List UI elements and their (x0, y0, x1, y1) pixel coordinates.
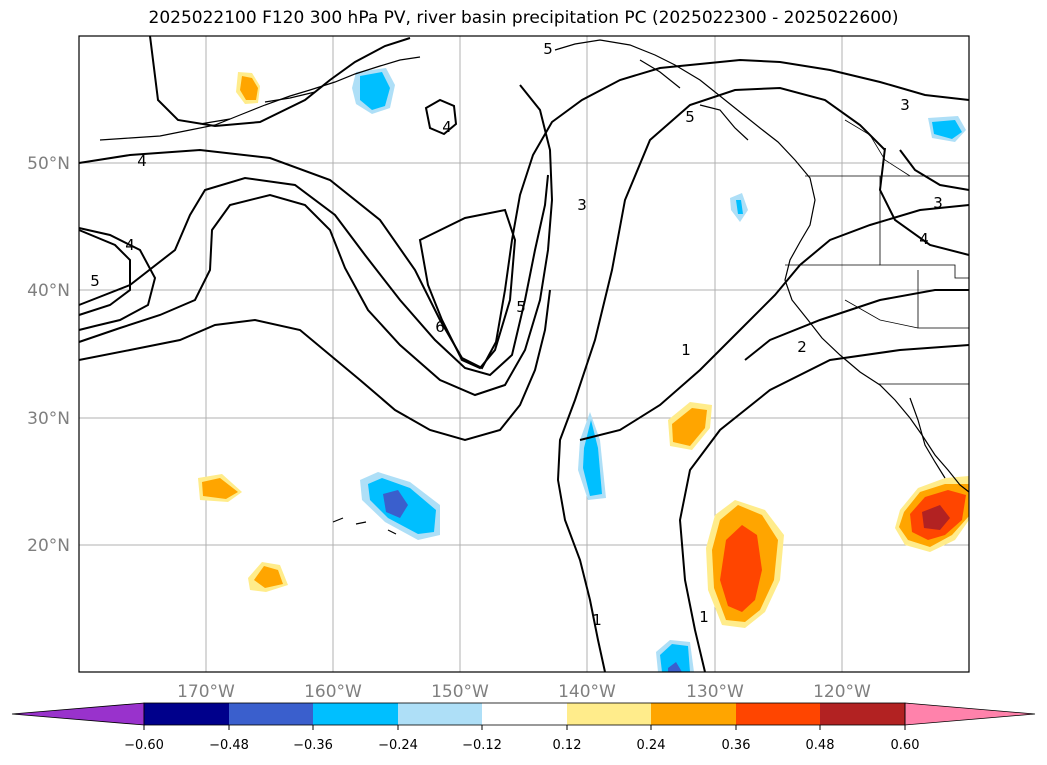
precip-anomaly-negative (383, 490, 408, 518)
map-background (79, 36, 969, 672)
colorbar-tick-label: −0.36 (293, 738, 333, 753)
lon-label: 170°W (177, 682, 235, 702)
contour-label: 6 (435, 318, 445, 336)
coastlines (99, 39, 970, 535)
pv-contour (78, 84, 554, 397)
contour-label: 1 (699, 608, 709, 626)
pv-contour (78, 174, 549, 377)
map-title: 2025022100 F120 300 hPa PV, river basin … (148, 8, 899, 28)
contour-label: 5 (90, 272, 100, 290)
contour-label: 5 (516, 298, 526, 316)
contour-label: 2 (797, 338, 807, 356)
pv-contour (424, 98, 458, 136)
precip-anomaly-negative (360, 72, 390, 110)
colorbar-segment (482, 703, 567, 725)
precip-anomaly-negative (668, 662, 682, 672)
lat-label: 30°N (27, 409, 70, 429)
pv-contour (744, 289, 969, 361)
pv-contour (579, 204, 970, 441)
pv-contour (78, 229, 131, 316)
contour-label: 4 (442, 118, 452, 136)
colorbar-segment (736, 703, 820, 725)
precip-anomaly-positive (922, 505, 950, 530)
pv-contour (149, 35, 411, 128)
latitude-labels: 50°N 40°N 30°N 20°N (27, 154, 70, 556)
contour-labels: 5 4 3 4 4 6 5 3 1 2 3 5 4 1 1 5 (90, 40, 943, 629)
lat-label: 50°N (27, 154, 70, 174)
colorbar-extend-left (11, 702, 145, 726)
lon-label: 140°W (558, 682, 616, 702)
pv-contour (78, 58, 970, 370)
precip-anomaly-positive (254, 566, 283, 588)
contour-label: 3 (933, 194, 943, 212)
pv-contour (78, 227, 157, 331)
contour-label: 3 (577, 196, 587, 214)
pv-contours (78, 35, 970, 673)
colorbar-tick-label: −0.60 (124, 738, 164, 753)
pv-contour (78, 289, 551, 442)
lon-label: 130°W (686, 682, 744, 702)
contour-label: 1 (592, 611, 602, 629)
colorbar-tick-label: 0.48 (806, 738, 835, 753)
pv-contour (899, 149, 970, 191)
pv-contour (418, 208, 517, 370)
precip-anomaly-positive (202, 478, 238, 499)
colorbar-segment (820, 703, 905, 725)
pv-contour (556, 86, 886, 673)
colorbar: −0.60 −0.48 −0.36 −0.24 −0.12 0.12 0.24 … (11, 702, 1036, 753)
colorbar-tick-label: −0.24 (378, 738, 418, 753)
precip-anomaly-negative (736, 200, 743, 214)
colorbar-segment (144, 703, 229, 725)
contour-label: 3 (900, 96, 910, 114)
colorbar-tick-label: 0.60 (891, 738, 920, 753)
lat-label: 20°N (27, 536, 70, 556)
lon-label: 160°W (304, 682, 362, 702)
colorbar-segment (567, 703, 651, 725)
contour-label: 4 (137, 152, 147, 170)
precip-anomaly-positive (720, 525, 762, 612)
colorbar-segment (398, 703, 482, 725)
contour-label: 1 (681, 341, 691, 359)
precip-anomaly-negative (660, 644, 690, 672)
colorbar-tick-label: 0.12 (553, 738, 582, 753)
colorbar-tick-label: 0.24 (637, 738, 666, 753)
pv-contour (878, 147, 970, 256)
contour-label: 4 (919, 230, 929, 248)
contour-label: 5 (685, 108, 695, 126)
lon-label: 150°W (431, 682, 489, 702)
precip-anomalies (198, 68, 969, 672)
colorbar-segment (651, 703, 736, 725)
map-frame (78, 35, 970, 673)
contour-label: 4 (125, 236, 135, 254)
pv-contour (678, 344, 970, 673)
colorbar-extend-right (904, 702, 1036, 726)
longitude-labels: 170°W 160°W 150°W 140°W 130°W 120°W (177, 682, 871, 702)
colorbar-segment (229, 703, 313, 725)
lon-label: 120°W (813, 682, 871, 702)
lat-label: 40°N (27, 281, 70, 301)
contour-label: 5 (543, 40, 553, 58)
colorbar-ticks (143, 725, 906, 730)
colorbar-tick-label: 0.36 (722, 738, 751, 753)
colorbar-segment (313, 703, 398, 725)
colorbar-tick-label: −0.48 (209, 738, 249, 753)
precip-anomaly-negative (932, 120, 962, 139)
precip-anomaly-positive (672, 408, 707, 446)
colorbar-tick-label: −0.12 (462, 738, 502, 753)
precip-anomaly-positive (240, 76, 258, 100)
